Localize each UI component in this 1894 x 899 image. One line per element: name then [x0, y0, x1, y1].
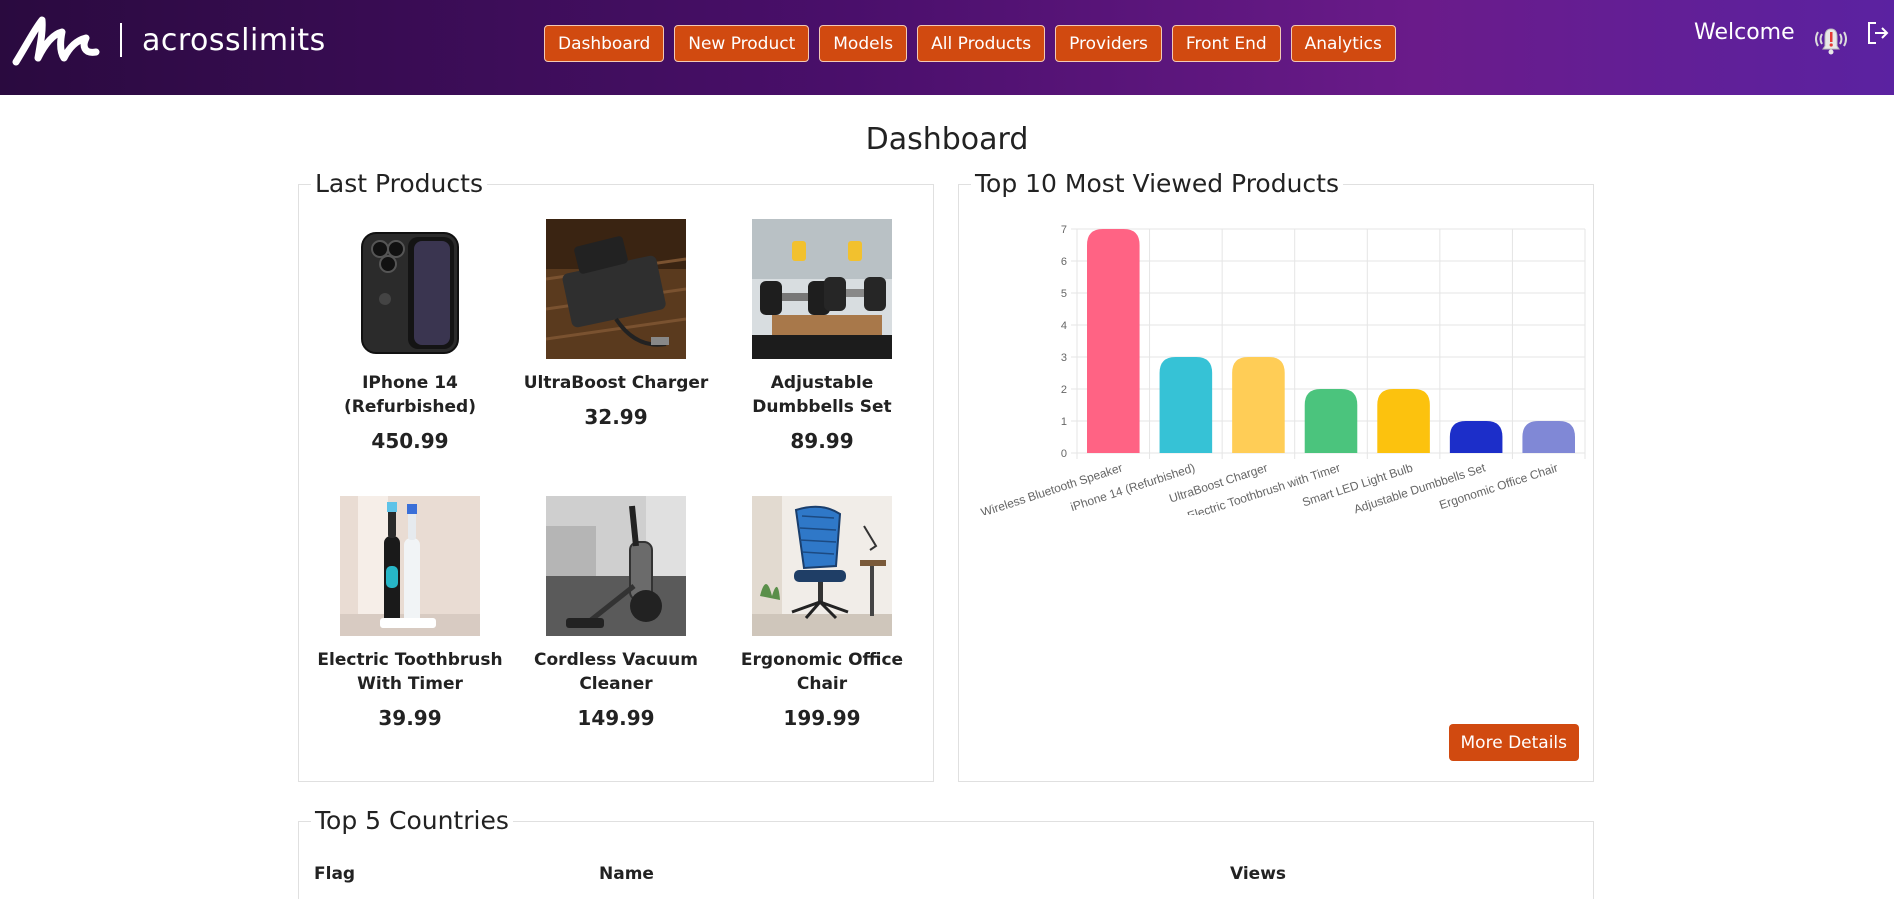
- product-price: 32.99: [584, 405, 648, 429]
- product-price: 149.99: [577, 706, 655, 730]
- panel-title: Last Products: [311, 169, 487, 198]
- product-card[interactable]: UltraBoost Charger 32.99: [516, 219, 716, 429]
- x-tick-label: Wireless Bluetooth Speaker: [979, 461, 1124, 515]
- brand-logo[interactable]: acrosslimits: [12, 12, 326, 68]
- product-card[interactable]: Cordless Vacuum Cleaner 149.99: [516, 496, 716, 730]
- nav-providers-button[interactable]: Providers: [1055, 25, 1162, 62]
- alarm-bell-icon[interactable]: [1812, 22, 1850, 56]
- product-card[interactable]: IPhone 14 (Refurbished) 450.99: [310, 219, 510, 453]
- panel-title: Top 5 Countries: [311, 806, 513, 835]
- panel-title: Top 10 Most Viewed Products: [971, 169, 1344, 198]
- product-name: IPhone 14 (Refurbished): [344, 373, 476, 417]
- product-name: Adjustable Dumbbells Set: [752, 373, 892, 417]
- product-price: 89.99: [790, 429, 854, 453]
- y-tick-label: 2: [1061, 384, 1067, 396]
- product-card[interactable]: Adjustable Dumbbells Set 89.99: [722, 219, 922, 453]
- top-navigation-bar: acrosslimits Dashboard New Product Model…: [0, 0, 1894, 95]
- y-tick-label: 4: [1061, 320, 1067, 332]
- product-image: [752, 496, 892, 636]
- x-tick-label: Adjustable Dumbbells Set: [1352, 460, 1488, 515]
- brand-mark-icon: [12, 16, 100, 66]
- y-tick-label: 3: [1061, 352, 1067, 364]
- product-image: [752, 219, 892, 359]
- brand-name: acrosslimits: [142, 22, 326, 58]
- more-details-button[interactable]: More Details: [1448, 724, 1579, 761]
- nav-new-product-button[interactable]: New Product: [674, 25, 810, 62]
- product-image: [546, 496, 686, 636]
- main-nav: Dashboard New Product Models All Product…: [544, 25, 1396, 62]
- column-header-flag[interactable]: Flag: [314, 864, 356, 884]
- product-price: 450.99: [371, 429, 449, 453]
- y-tick-label: 5: [1061, 288, 1067, 300]
- y-tick-label: 0: [1061, 448, 1067, 460]
- chart-bar: [1377, 389, 1430, 453]
- nav-models-button[interactable]: Models: [819, 25, 908, 62]
- chart-bar: [1159, 357, 1213, 453]
- product-name: UltraBoost Charger: [523, 373, 709, 393]
- column-header-views[interactable]: Views: [1230, 864, 1287, 884]
- x-tick-label: iPhone 14 (Refurbished): [1069, 461, 1197, 515]
- nav-all-products-button[interactable]: All Products: [917, 25, 1046, 62]
- page-title: Dashboard: [865, 122, 1029, 157]
- chart-bar: [1449, 421, 1503, 453]
- top-countries-panel: Top 5 Countries Flag Name Views: [298, 806, 1594, 899]
- product-card[interactable]: Ergonomic Office Chair 199.99: [722, 496, 922, 730]
- chart-bar: [1304, 389, 1358, 453]
- product-image: [340, 219, 480, 359]
- top-viewed-bar-chart: 0 1 2 3 4 5 6 7 Wireless Bluetooth SpeakeriPhone…: [979, 224, 1586, 515]
- product-name: Ergonomic Office Chair: [740, 650, 904, 694]
- logout-icon[interactable]: [1866, 20, 1890, 46]
- product-name: Cordless Vacuum Cleaner: [534, 650, 698, 694]
- product-card[interactable]: Electric Toothbrush With Timer 39.99: [310, 496, 510, 730]
- nav-dashboard-button[interactable]: Dashboard: [544, 25, 665, 62]
- nav-analytics-button[interactable]: Analytics: [1290, 25, 1396, 62]
- column-header-name[interactable]: Name: [599, 864, 654, 884]
- y-tick-label: 7: [1061, 224, 1067, 236]
- welcome-text: Welcome: [1694, 20, 1795, 45]
- nav-front-end-button[interactable]: Front End: [1171, 25, 1281, 62]
- top-viewed-panel: Top 10 Most Viewed Products 0 1 2 3 4 5 6 7 Wire…: [958, 169, 1594, 782]
- product-price: 199.99: [783, 706, 861, 730]
- product-image: [340, 496, 480, 636]
- chart-bar: [1522, 421, 1575, 453]
- y-tick-label: 6: [1061, 256, 1067, 268]
- logo-divider: [120, 23, 122, 57]
- chart-bar: [1232, 357, 1285, 453]
- y-tick-label: 1: [1061, 416, 1067, 428]
- chart-bar: [1087, 229, 1140, 453]
- last-products-panel: Last Products IPhone 14 (Refurbished) 45…: [298, 169, 934, 782]
- product-price: 39.99: [378, 706, 442, 730]
- product-name: Electric Toothbrush With Timer: [317, 650, 503, 694]
- product-image: [546, 219, 686, 359]
